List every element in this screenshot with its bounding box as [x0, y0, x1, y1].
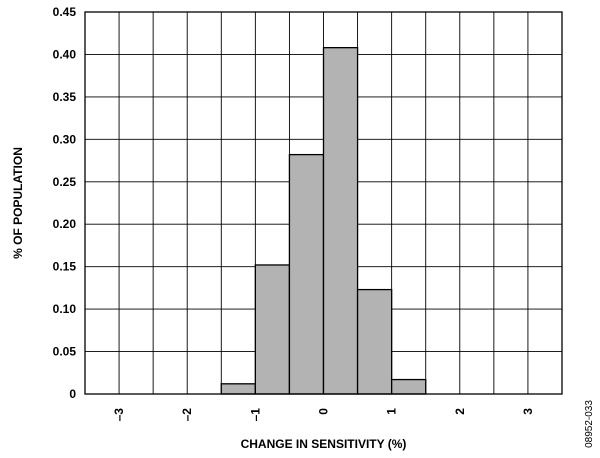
- y-tick-label: 0.20: [53, 217, 77, 231]
- y-tick-label: 0.35: [53, 90, 77, 104]
- histogram-bar: [390, 378, 427, 395]
- y-tick-label: 0.25: [53, 175, 77, 189]
- bars: [220, 47, 427, 395]
- y-tick-label: 0.40: [53, 47, 77, 61]
- x-tick-label: 1: [385, 408, 399, 415]
- x-tick-label: 3: [521, 408, 535, 415]
- y-tick-label: 0.05: [53, 345, 77, 359]
- y-tick-label: 0.45: [53, 5, 77, 19]
- histogram-bar: [356, 288, 393, 395]
- x-tick-labels: –3 –2 –1 0 1 2 3: [112, 408, 535, 422]
- x-tick-label: 2: [453, 408, 467, 415]
- figure-id: 08952-033: [584, 400, 595, 448]
- y-tick-label: 0.10: [53, 302, 77, 316]
- x-tick-label: –2: [180, 408, 194, 422]
- y-axis-label: % OF POPULATION: [11, 147, 25, 259]
- histogram-bar: [288, 153, 325, 395]
- y-tick-label: 0: [69, 387, 76, 401]
- x-tick-label: –1: [248, 408, 262, 422]
- y-tick-label: 0.30: [53, 132, 77, 146]
- x-tick-label: 0: [317, 408, 331, 415]
- y-tick-label: 0.15: [53, 260, 77, 274]
- x-tick-label: –3: [112, 408, 126, 422]
- y-tick-labels: 0 0.05 0.10 0.15 0.20 0.25 0.30 0.35 0.40 0.45: [53, 5, 77, 401]
- histogram-bar: [322, 47, 359, 395]
- histogram-bar: [254, 264, 291, 395]
- histogram-bar: [220, 383, 257, 395]
- x-axis-label: CHANGE IN SENSITIVITY (%): [241, 437, 407, 451]
- plot-frame: [84, 11, 563, 395]
